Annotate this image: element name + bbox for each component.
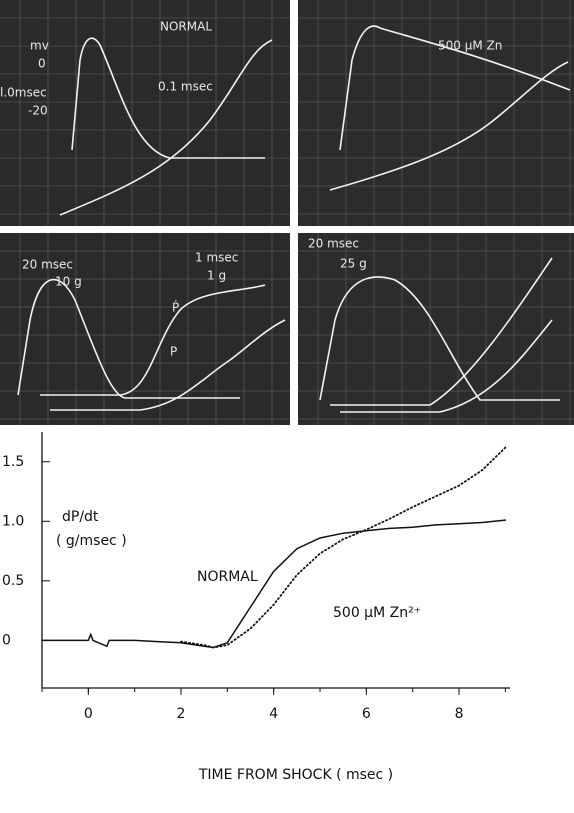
trace [50, 319, 286, 411]
y-tick-label: 0 [2, 632, 11, 648]
trace [319, 276, 560, 401]
panel-label: l.0msec [0, 86, 47, 100]
y-tick-label: 0.5 [2, 573, 24, 589]
chart: 0 0.5 1.0 1.5 0 2 4 6 8 TIME FROM SHOCK ( msec ) d… [2, 432, 510, 783]
panel-zn [298, 0, 574, 226]
panel-label: -20 [28, 104, 48, 118]
series-line [41, 519, 507, 649]
panel-label: 25 g [340, 257, 367, 271]
panel-label: 1 g [207, 269, 226, 283]
panel-label: 20 msec [22, 258, 73, 272]
scope-grids [0, 0, 574, 425]
x-tick-label: 2 [177, 706, 186, 722]
x-tick-label: 6 [362, 706, 371, 722]
x-tick-label: 4 [269, 706, 278, 722]
panel-label: Ṗ [172, 300, 179, 315]
trace [59, 39, 273, 216]
trace [330, 257, 553, 406]
panel-label: NORMAL [160, 20, 212, 34]
panel-label: mv [30, 39, 49, 53]
trace [329, 61, 569, 191]
x-tick-label: 0 [84, 706, 93, 722]
trace [40, 284, 266, 396]
panel-label: P [170, 345, 177, 359]
panel-label: 10 g [55, 275, 82, 289]
trace [339, 25, 571, 151]
panel-label: 500 μM Zn [438, 39, 502, 53]
trace [71, 37, 265, 159]
series-line [180, 446, 507, 649]
series-label: NORMAL [197, 569, 258, 585]
x-axis-title: TIME FROM SHOCK ( msec ) [198, 767, 393, 783]
trace [340, 319, 553, 413]
series-label: 500 μM Zn²⁺ [333, 605, 421, 621]
annotation: dP/dt [62, 509, 99, 525]
panel-label: 1 msec [195, 251, 238, 265]
panel-label: 0.1 msec [158, 80, 213, 94]
x-tick-label: 8 [455, 706, 464, 722]
y-tick-label: 1.5 [2, 454, 24, 470]
photo-panels: NORMAL mv 0 l.0msec -20 0.1 msec 500 μM … [0, 0, 574, 425]
trace [17, 278, 240, 399]
panel-label: 20 msec [308, 237, 359, 251]
y-tick-label: 1.0 [2, 513, 24, 529]
annotation: ( g/msec ) [56, 533, 127, 549]
panel-zn-tension [298, 233, 574, 425]
panel-label: 0 [38, 57, 46, 71]
